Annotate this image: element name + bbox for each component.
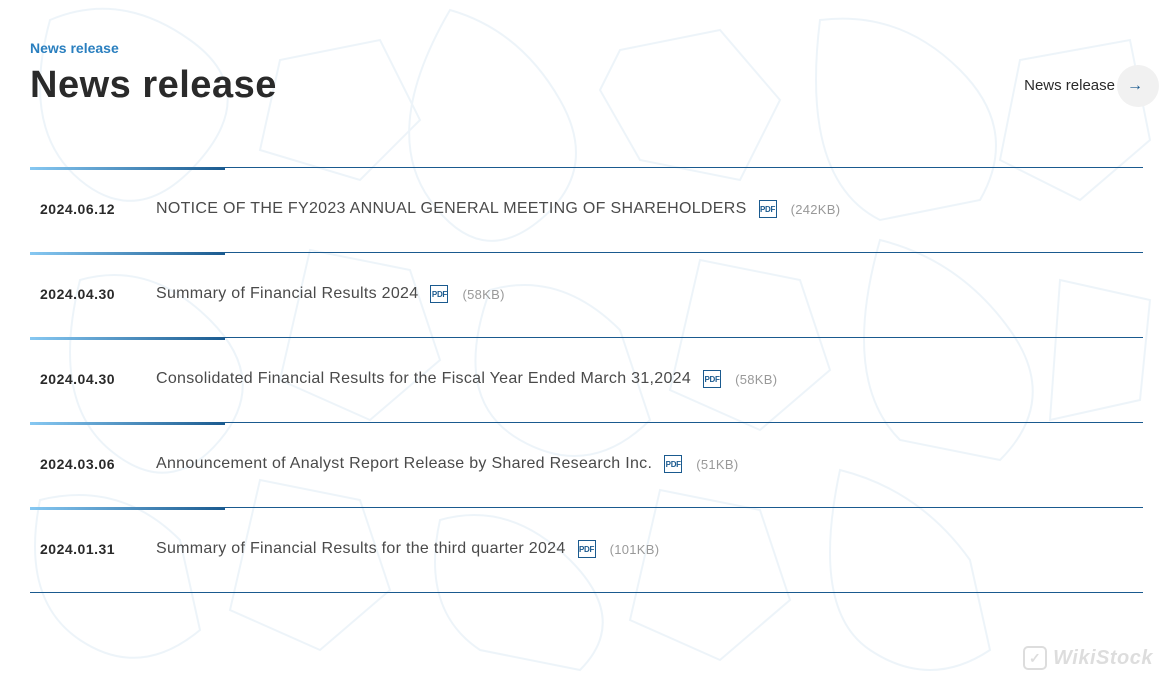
watermark-text: WikiStock (1053, 647, 1153, 670)
news-item[interactable]: 2024.04.30 Summary of Financial Results … (30, 252, 1143, 337)
news-date: 2024.04.30 (30, 371, 156, 387)
watermark: ✓ WikiStock (1023, 646, 1153, 670)
news-title: Summary of Financial Results for the thi… (156, 540, 566, 558)
news-date: 2024.06.12 (30, 201, 156, 217)
pdf-icon: PDF (578, 540, 596, 558)
news-release-link[interactable]: News release → (1024, 77, 1143, 95)
page-title: News release (30, 64, 277, 107)
news-title: NOTICE OF THE FY2023 ANNUAL GENERAL MEET… (156, 200, 747, 218)
news-date: 2024.04.30 (30, 286, 156, 302)
news-title: Summary of Financial Results 2024 (156, 285, 418, 303)
watermark-icon: ✓ (1023, 646, 1047, 670)
pdf-icon: PDF (759, 200, 777, 218)
news-date: 2024.03.06 (30, 456, 156, 472)
news-release-link-label: News release (1024, 77, 1115, 94)
news-item[interactable]: 2024.06.12 NOTICE OF THE FY2023 ANNUAL G… (30, 167, 1143, 252)
file-size: (58KB) (462, 287, 504, 302)
news-item[interactable]: 2024.03.06 Announcement of Analyst Repor… (30, 422, 1143, 507)
pdf-icon: PDF (664, 455, 682, 473)
pdf-icon: PDF (430, 285, 448, 303)
breadcrumb: News release (30, 40, 1143, 56)
arrow-right-icon: → (1127, 77, 1143, 95)
file-size: (101KB) (610, 542, 660, 557)
news-item[interactable]: 2024.01.31 Summary of Financial Results … (30, 507, 1143, 593)
news-item[interactable]: 2024.04.30 Consolidated Financial Result… (30, 337, 1143, 422)
news-title: Announcement of Analyst Report Release b… (156, 455, 652, 473)
news-date: 2024.01.31 (30, 541, 156, 557)
file-size: (51KB) (696, 457, 738, 472)
file-size: (58KB) (735, 372, 777, 387)
news-title: Consolidated Financial Results for the F… (156, 370, 691, 388)
header-row: News release News release → (30, 64, 1143, 107)
news-list: 2024.06.12 NOTICE OF THE FY2023 ANNUAL G… (30, 167, 1143, 593)
pdf-icon: PDF (703, 370, 721, 388)
file-size: (242KB) (791, 202, 841, 217)
